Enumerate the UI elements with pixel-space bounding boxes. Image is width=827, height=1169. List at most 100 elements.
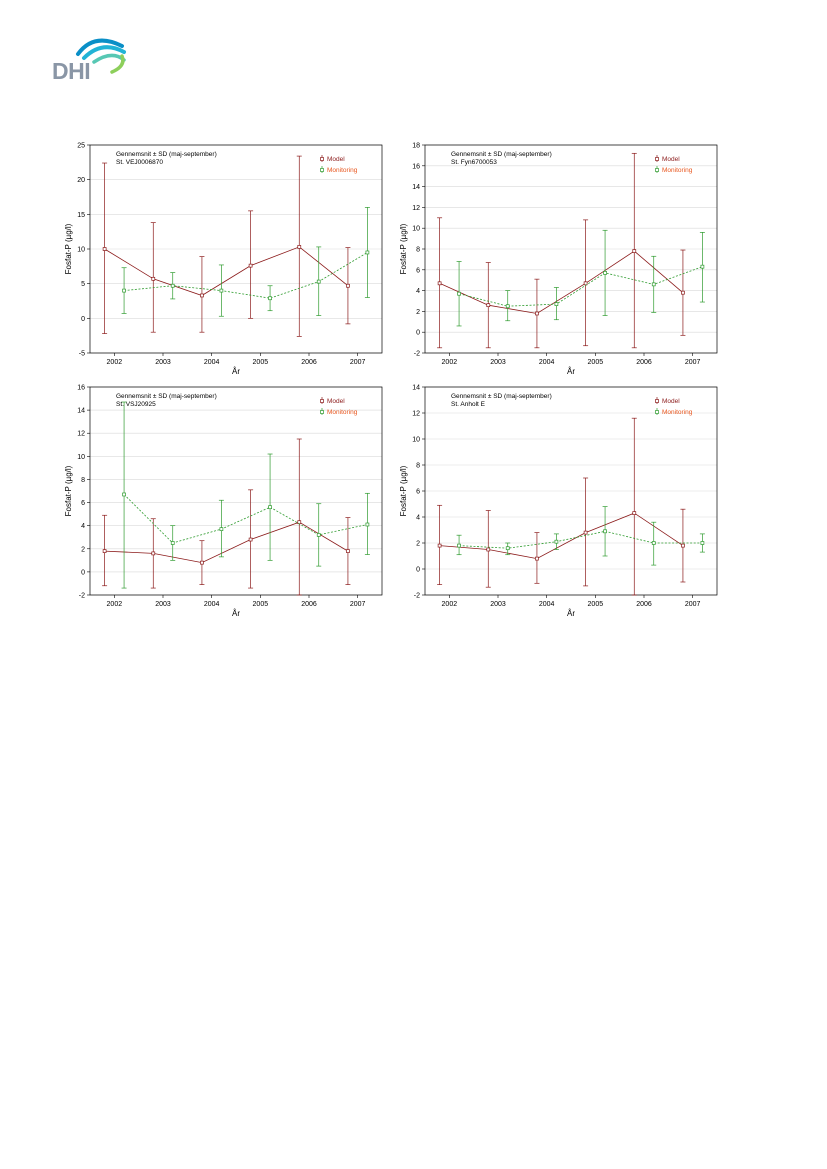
station-label: St. VSJ20925 — [116, 401, 156, 408]
series-line-monitoring — [459, 530, 703, 549]
legend-marker — [320, 168, 324, 172]
plot-frame — [424, 386, 718, 596]
station-label: St. Anholt E — [451, 401, 486, 408]
data-point-model — [535, 311, 539, 316]
annotation-line1: Gennemsnit ± SD (maj-september) — [451, 151, 552, 158]
data-point-monitoring — [457, 543, 461, 548]
data-point-model — [681, 290, 685, 295]
data-point-monitoring — [554, 539, 559, 544]
y-tick-label: 2 — [81, 546, 85, 553]
data-point-monitoring — [219, 288, 224, 293]
data-point-model — [200, 293, 204, 298]
data-point-model — [297, 245, 302, 249]
y-tick-label: 16 — [412, 163, 420, 170]
y-axis-label: Fosfat-P (µg/l) — [399, 465, 408, 516]
x-tick-label: 2006 — [301, 601, 317, 608]
x-tick-label: 2003 — [155, 359, 171, 366]
data-point-model — [102, 247, 107, 251]
data-point-monitoring — [365, 522, 370, 527]
data-point-model — [151, 551, 156, 556]
data-point-monitoring — [268, 505, 272, 510]
data-point-monitoring — [651, 282, 656, 287]
chart-fyn6700053: -2 0 2 4 6 8 10 12 14 16 18 2002 2003 2004 2005 2006 200… — [397, 135, 727, 376]
data-point-monitoring — [170, 283, 175, 288]
y-tick-label: 8 — [81, 477, 85, 484]
x-tick-label: 2004 — [539, 359, 555, 366]
data-point-monitoring — [170, 541, 175, 545]
y-tick-label: 2 — [416, 541, 420, 548]
y-tick-label: 0 — [416, 567, 420, 574]
y-tick-label: 12 — [412, 205, 420, 212]
y-tick-label: 0 — [81, 316, 85, 323]
legend-label-monitoring: Monitoring — [662, 167, 693, 174]
x-tick-label: 2006 — [301, 359, 317, 366]
data-point-model — [486, 547, 491, 552]
series-line-monitoring — [124, 252, 368, 299]
data-point-monitoring — [219, 527, 224, 531]
x-tick-label: 2002 — [107, 601, 123, 608]
x-tick-label: 2003 — [490, 359, 506, 366]
y-tick-label: 10 — [412, 226, 420, 233]
x-tick-label: 2007 — [350, 601, 366, 608]
data-point-model — [583, 281, 588, 286]
data-point-monitoring — [603, 271, 607, 275]
x-tick-label: 2003 — [490, 601, 506, 608]
y-tick-label: 2 — [416, 309, 420, 316]
legend-label-model: Model — [662, 156, 680, 163]
y-axis-label: Fosfat-P (µg/l) — [399, 223, 408, 274]
x-tick-label: 2003 — [155, 601, 171, 608]
y-tick-label: 10 — [77, 454, 85, 461]
y-tick-label: 4 — [416, 515, 420, 522]
data-point-monitoring — [268, 296, 272, 301]
data-point-monitoring — [457, 291, 461, 296]
annotation-line1: Gennemsnit ± SD (maj-september) — [116, 151, 217, 158]
y-tick-label: 6 — [81, 500, 85, 507]
y-tick-label: 6 — [416, 489, 420, 496]
x-tick-label: 2007 — [350, 359, 366, 366]
legend-label-model: Model — [327, 156, 345, 163]
data-point-model — [297, 520, 302, 525]
data-point-model — [437, 543, 442, 548]
data-point-model — [486, 303, 491, 308]
data-point-monitoring — [651, 541, 656, 545]
data-point-model — [248, 537, 253, 542]
x-tick-label: 2006 — [636, 359, 652, 366]
y-tick-label: 10 — [77, 247, 85, 254]
y-tick-label: 12 — [412, 411, 420, 418]
y-tick-label: -2 — [79, 593, 85, 600]
y-tick-label: -2 — [414, 351, 420, 358]
chart-vej0006870: -5 0 5 10 15 20 25 2002 2003 2004 2005 2006 2007 År Fo… — [62, 135, 392, 376]
legend-marker — [320, 157, 324, 161]
x-tick-label: 2004 — [204, 601, 220, 608]
legend-marker — [320, 399, 324, 403]
y-tick-label: 10 — [412, 437, 420, 444]
y-tick-label: 0 — [416, 330, 420, 337]
data-point-model — [632, 249, 637, 253]
y-axis-label: Fosfat-P (µg/l) — [64, 465, 73, 516]
legend-marker — [320, 410, 324, 414]
x-tick-label: 2005 — [253, 359, 269, 366]
data-point-monitoring — [316, 279, 321, 284]
data-point-model — [151, 276, 156, 281]
plot-frame — [89, 144, 383, 354]
y-tick-label: 14 — [412, 184, 420, 191]
logo-text: DHI — [52, 58, 91, 84]
data-point-monitoring — [365, 250, 370, 255]
legend-label-monitoring: Monitoring — [327, 409, 358, 416]
annotation-line1: Gennemsnit ± SD (maj-september) — [116, 393, 217, 400]
data-point-monitoring — [122, 288, 126, 293]
legend-label-model: Model — [662, 398, 680, 405]
data-point-monitoring — [700, 541, 705, 545]
y-tick-label: 8 — [416, 463, 420, 470]
x-axis-label: År — [567, 367, 575, 376]
station-label: St. Fyn6700053 — [451, 159, 497, 166]
x-tick-label: 2007 — [685, 601, 701, 608]
data-point-model — [583, 530, 588, 535]
series-line-model — [104, 521, 349, 564]
legend-marker — [655, 168, 659, 172]
y-tick-label: 25 — [77, 143, 85, 150]
data-point-monitoring — [122, 492, 126, 497]
y-tick-label: 6 — [416, 267, 420, 274]
x-tick-label: 2005 — [588, 359, 604, 366]
data-point-model — [346, 283, 350, 288]
